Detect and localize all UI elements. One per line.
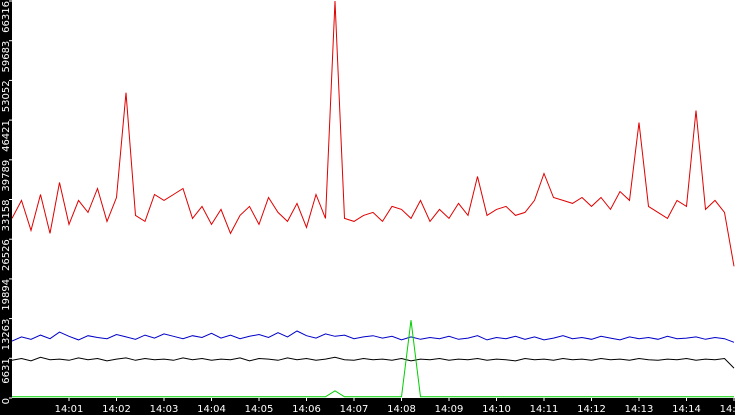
series-line: [12, 320, 734, 398]
y-tick-label: 6631: [1, 358, 12, 383]
y-axis-band: [0, 0, 12, 415]
y-tick-label: 26526: [1, 239, 12, 271]
series-line: [11, 330, 735, 343]
x-tick-label: 14:05: [245, 404, 274, 415]
y-tick-label: 39789: [1, 160, 12, 192]
x-tick-label: 14:10: [482, 404, 511, 415]
x-tick-label: 14:15: [720, 404, 735, 415]
x-tick-label: 14:11: [530, 404, 559, 415]
x-tick-label: 14:08: [387, 404, 416, 415]
x-tick-label: 14:02: [102, 404, 131, 415]
x-tick-label: 14:03: [150, 404, 179, 415]
y-tick-label: 46421: [1, 120, 12, 152]
y-tick-label: 59683: [1, 41, 12, 73]
series-line: [11, 356, 735, 369]
x-tick-label: 14:12: [577, 404, 606, 415]
y-tick-label: 33158: [1, 200, 12, 232]
x-tick-label: 14:09: [435, 404, 464, 415]
y-tick-label: 0: [1, 398, 12, 404]
x-tick-label: 14:07: [340, 404, 369, 415]
y-tick-label: 53052: [1, 80, 12, 112]
x-axis-band: [0, 398, 735, 415]
x-tick-label: 14:13: [625, 404, 654, 415]
y-tick-label: 13263: [1, 319, 12, 351]
y-tick-label: 19894: [1, 279, 12, 311]
series-line: [11, 0, 735, 267]
x-tick-label: 14:04: [197, 404, 226, 415]
x-tick-label: 14:14: [672, 404, 701, 415]
x-tick-label: 14:06: [292, 404, 321, 415]
x-tick-label: 14:01: [55, 404, 84, 415]
y-tick-label: 66316: [1, 1, 12, 33]
